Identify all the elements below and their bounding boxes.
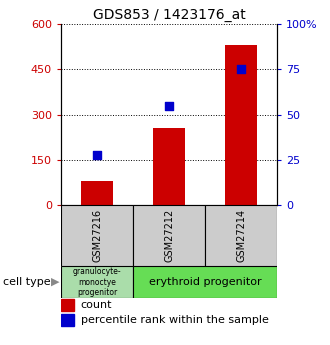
Bar [205, 205, 277, 266]
Bar [61, 299, 74, 310]
Bar [81, 181, 113, 205]
Text: erythroid progenitor: erythroid progenitor [149, 277, 261, 287]
Bar [61, 314, 74, 326]
Bar [133, 205, 205, 266]
Text: GSM27214: GSM27214 [236, 209, 246, 262]
Text: ▶: ▶ [51, 277, 60, 287]
Bar [225, 45, 257, 205]
Bar [133, 266, 277, 298]
Point [239, 67, 244, 72]
Bar [61, 205, 133, 266]
Bar [153, 128, 185, 205]
Text: percentile rank within the sample: percentile rank within the sample [81, 315, 268, 325]
Point [166, 103, 172, 108]
Text: GSM27216: GSM27216 [92, 209, 102, 262]
Title: GDS853 / 1423176_at: GDS853 / 1423176_at [93, 8, 246, 22]
Text: cell type: cell type [3, 277, 51, 287]
Text: GSM27212: GSM27212 [164, 209, 174, 262]
Point [94, 152, 100, 157]
Text: granulocyte-
monoctye
progenitor: granulocyte- monoctye progenitor [73, 267, 121, 297]
Bar [61, 266, 133, 298]
Text: count: count [81, 300, 112, 310]
